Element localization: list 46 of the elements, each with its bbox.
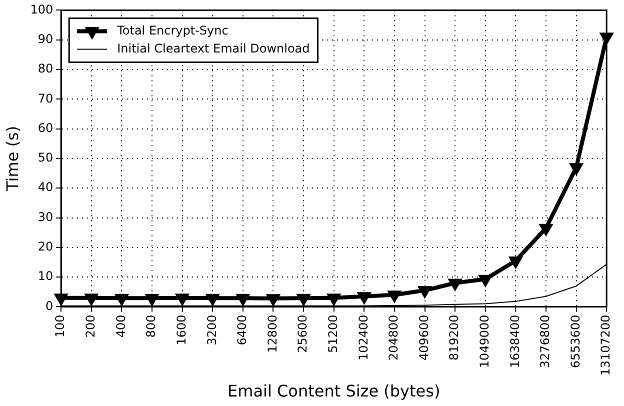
y-tick-label: 50 <box>38 150 54 165</box>
point <box>116 294 128 305</box>
x-tick-label: 102400 <box>356 314 370 361</box>
y-tick-label: 10 <box>38 269 54 284</box>
point <box>298 294 310 305</box>
y-tick-label: 70 <box>38 91 54 106</box>
legend-label: Total Encrypt-Sync <box>116 23 228 38</box>
x-tick-label: 3200 <box>204 314 219 346</box>
x-tick-label: 12800 <box>265 314 280 353</box>
point <box>267 294 280 305</box>
y-tick-label: 60 <box>38 120 54 135</box>
point <box>600 32 612 44</box>
x-tick-label: 800 <box>144 314 158 338</box>
x-tick-label: 204800 <box>386 314 401 361</box>
point <box>206 294 219 305</box>
y-tick-label: 0 <box>45 298 54 313</box>
y-tick-label: 40 <box>38 180 54 194</box>
x-axis-title: Email Content Size (bytes) <box>228 382 440 401</box>
x-tick-label: 6400 <box>235 314 250 346</box>
legend-label: Initial Cleartext Email Download <box>117 41 310 56</box>
point <box>55 294 67 304</box>
x-tick-label: 13107200 <box>598 314 613 376</box>
x-tick-label: 400 <box>114 314 128 338</box>
x-tick-label: 51200 <box>326 314 340 353</box>
point <box>328 294 340 304</box>
y-tick-label: 30 <box>38 210 54 224</box>
y-tick-label: 80 <box>38 62 54 76</box>
x-tick-label: 409600 <box>416 314 431 361</box>
y-axis-title: Time (s) <box>2 126 22 192</box>
x-tick-label: 1049000 <box>478 314 492 368</box>
x-tick-label: 6553600 <box>568 314 582 368</box>
x-tick-label: 819200 <box>447 314 462 361</box>
point <box>86 294 98 304</box>
point <box>540 224 552 235</box>
y-tick-label: 90 <box>38 32 54 46</box>
x-tick-label: 25600 <box>296 314 310 353</box>
point <box>570 163 582 174</box>
point <box>237 294 249 305</box>
x-tick-label: 3276800 <box>538 314 552 368</box>
point <box>146 294 158 305</box>
y-tick-label: 100 <box>30 2 54 16</box>
point <box>176 294 188 304</box>
x-tick-label: 1600 <box>174 314 188 346</box>
x-tick-label: 200 <box>84 314 98 338</box>
y-tick-label: 20 <box>38 240 54 254</box>
x-tick-label: 1638400 <box>508 314 522 368</box>
